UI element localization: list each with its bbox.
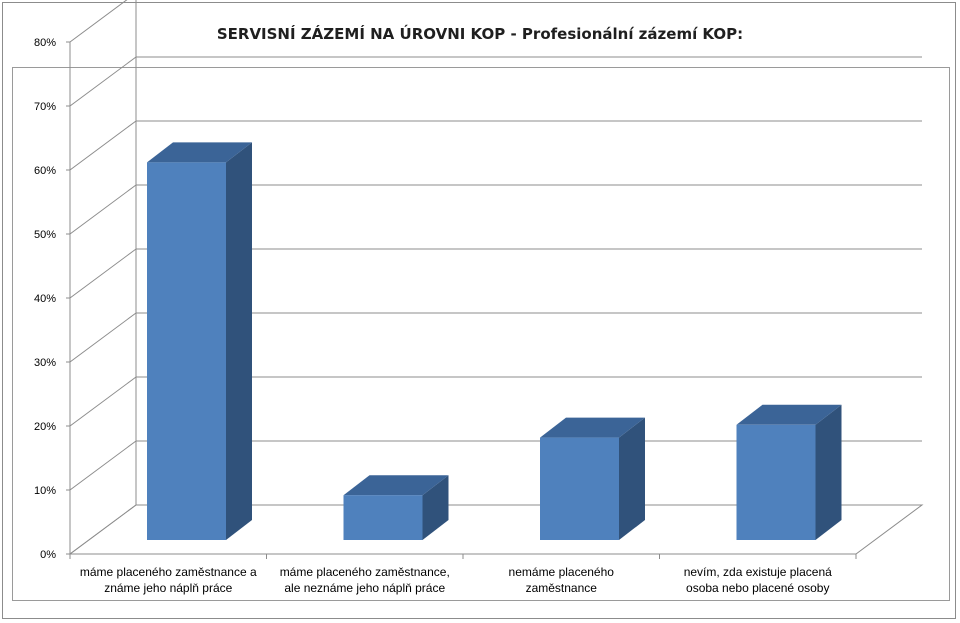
side-gridline xyxy=(69,56,137,107)
y-tick-label: 40% xyxy=(34,293,56,305)
y-tick-label: 10% xyxy=(34,485,56,497)
side-gridline xyxy=(69,376,137,427)
bar-side xyxy=(619,417,645,540)
y-tick-label: 60% xyxy=(34,165,56,177)
x-category-label: nevím, zda existuje placená xyxy=(684,565,832,579)
bar-side xyxy=(226,142,252,540)
x-category-label: máme placeného zaměstnance a xyxy=(80,565,257,579)
bar-side xyxy=(815,404,842,540)
chart-floor xyxy=(68,504,924,555)
y-tick-label: 0% xyxy=(40,549,56,561)
bar-top xyxy=(343,475,449,496)
side-gridline xyxy=(69,312,137,363)
side-gridline xyxy=(69,120,137,171)
bar xyxy=(147,162,226,540)
x-category-label: máme placeného zaměstnance, xyxy=(280,565,450,579)
bar-top xyxy=(540,417,645,438)
bar xyxy=(736,424,816,540)
bar-top xyxy=(147,142,252,163)
bar xyxy=(540,437,619,540)
y-tick-label: 80% xyxy=(34,37,56,49)
y-tick-label: 30% xyxy=(34,357,56,369)
side-gridline xyxy=(69,248,137,299)
side-gridline xyxy=(69,440,137,491)
bar xyxy=(343,495,423,540)
x-category-label: zaměstnance xyxy=(526,581,598,595)
y-tick-label: 50% xyxy=(34,229,56,241)
side-gridline xyxy=(69,184,137,235)
x-category-label: osoba nebo placené osoby xyxy=(686,581,829,595)
plot-area-border xyxy=(12,67,950,601)
y-tick-label: 20% xyxy=(34,421,56,433)
x-category-label: známe jeho náplň práce xyxy=(104,581,232,595)
bar-top xyxy=(736,404,842,425)
side-gridline xyxy=(69,0,128,43)
y-tick-label: 70% xyxy=(34,101,56,113)
chart-title: SERVISNÍ ZÁZEMÍ NA ÚROVNI KOP - Profesio… xyxy=(216,25,744,43)
x-category-label: nemáme placeného xyxy=(509,565,615,579)
x-category-label: ale neznáme jeho náplň práce xyxy=(284,581,445,595)
bar-side xyxy=(422,475,449,540)
